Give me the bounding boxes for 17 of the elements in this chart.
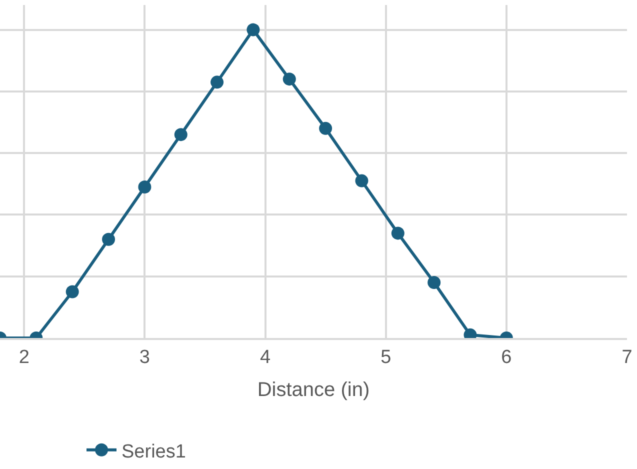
point — [210, 76, 224, 89]
point — [246, 23, 260, 36]
point — [355, 174, 368, 188]
point — [319, 122, 332, 135]
x-tick-label: 7 — [622, 346, 632, 368]
point — [102, 232, 116, 246]
point — [138, 180, 152, 194]
x-tick-label: 5 — [380, 346, 392, 368]
point — [391, 226, 404, 240]
x-tick-label: 3 — [139, 346, 150, 368]
x-tick-label: 4 — [260, 346, 271, 368]
point — [282, 72, 296, 86]
x-tick-label: 6 — [501, 346, 512, 368]
x-tick-label: 2 — [18, 346, 30, 368]
x-axis-title: Distance (in) — [257, 378, 370, 401]
legend-label: Series1 — [122, 441, 186, 462]
point — [174, 128, 188, 142]
